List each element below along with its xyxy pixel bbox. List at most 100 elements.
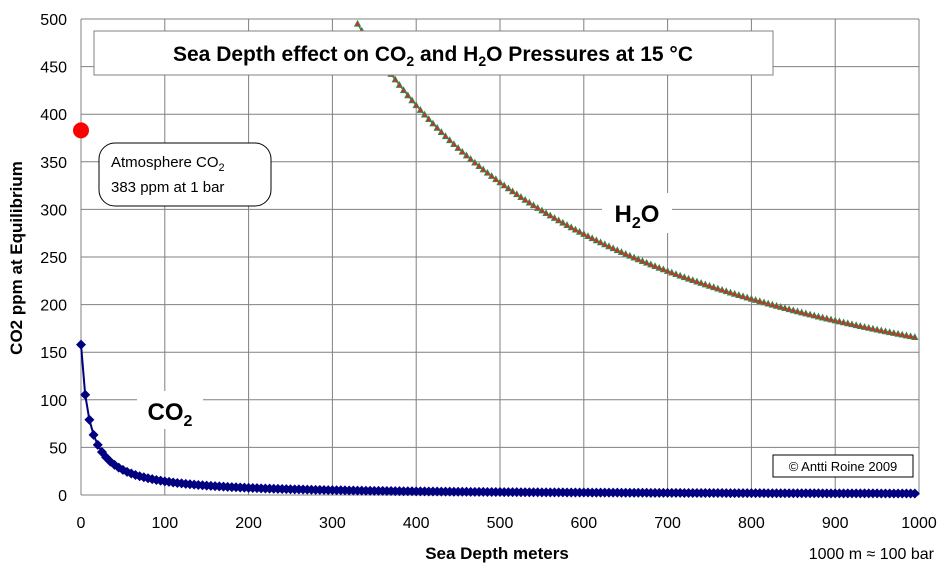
- h2o-data-point: [693, 277, 701, 285]
- h2o-data-point: [835, 317, 844, 325]
- h2o-data-point: [890, 329, 898, 336]
- atmosphere-annotation: Atmosphere CO2 383 ppm at 1 bar: [98, 142, 272, 207]
- h2o-data-point: [567, 223, 575, 231]
- h2o-data-point: [496, 178, 504, 186]
- h2o-data-point: [902, 331, 911, 339]
- y-tick-label: 100: [40, 393, 67, 410]
- h2o-data-point: [525, 198, 533, 206]
- h2o-data-point: [630, 253, 638, 261]
- h2o-data-point: [504, 184, 513, 192]
- h2o-series-points: [353, 19, 919, 340]
- h2o-data-point: [475, 162, 483, 169]
- h2o-data-point: [596, 238, 605, 246]
- h2o-data-point: [743, 293, 751, 301]
- h2o-data-point: [458, 147, 466, 155]
- h2o-data-point: [571, 225, 580, 233]
- h2o-data-point: [550, 214, 559, 221]
- x-tick-label: 100: [151, 515, 178, 532]
- chart-title: Sea Depth effect on CO2 and H2O Pressure…: [173, 43, 693, 69]
- copyright-box: © Antti Roine 2009: [772, 454, 914, 478]
- h2o-data-point: [739, 292, 747, 300]
- y-tick-label: 450: [40, 60, 67, 77]
- h2o-data-point: [777, 303, 785, 310]
- h2o-data-point: [735, 291, 743, 299]
- h2o-data-point: [831, 316, 839, 324]
- co2-data-point: [909, 488, 920, 499]
- h2o-data-point: [651, 262, 659, 270]
- h2o-data-point: [894, 329, 902, 337]
- h2o-data-point: [563, 221, 571, 228]
- atmosphere-co2-point: [73, 122, 89, 139]
- co2-data-point: [76, 339, 86, 350]
- h2o-data-point: [886, 328, 894, 336]
- h2o-data-point: [710, 283, 718, 291]
- h2o-data-point: [823, 314, 831, 322]
- chart-title-box: Sea Depth effect on CO2 and H2O Pressure…: [93, 30, 774, 76]
- h2o-data-point: [408, 96, 416, 104]
- x-tick-label: 400: [403, 515, 430, 532]
- h2o-data-point: [622, 249, 630, 257]
- h2o-data-point: [655, 263, 663, 271]
- h2o-data-point: [718, 285, 726, 293]
- h2o-data-point: [437, 128, 446, 135]
- co2-data-point: [92, 439, 103, 450]
- atmosphere-annotation-line2: 383 ppm at 1 bar: [111, 179, 224, 196]
- h2o-data-point: [701, 280, 709, 288]
- h2o-data-point: [617, 248, 626, 255]
- h2o-data-point: [462, 151, 471, 159]
- h2o-data-point: [852, 321, 860, 329]
- h2o-data-point: [588, 234, 596, 242]
- h2o-data-point: [479, 165, 487, 173]
- h2o-data-point: [668, 268, 676, 276]
- h2o-data-point: [609, 244, 617, 252]
- x-tick-label: 0: [77, 515, 86, 532]
- h2o-data-point: [680, 273, 689, 281]
- h2o-data-point: [764, 299, 772, 307]
- h2o-data-point: [705, 281, 714, 289]
- h2o-data-point: [483, 168, 492, 176]
- h2o-series-label: H2O: [615, 201, 660, 232]
- h2o-data-point: [517, 193, 525, 200]
- h2o-data-point: [647, 260, 655, 268]
- grid: [80, 18, 920, 496]
- h2o-data-point: [785, 305, 793, 313]
- h2o-data-point: [492, 175, 500, 183]
- h2o-data-point: [534, 203, 542, 211]
- x-tick-label: 700: [654, 515, 681, 532]
- h2o-data-point: [659, 265, 668, 273]
- h2o-data-point: [798, 308, 806, 316]
- h2o-data-point: [433, 123, 441, 131]
- h2o-label-box: H2O: [602, 193, 672, 233]
- y-tick-label: 250: [40, 250, 67, 267]
- h2o-data-point: [529, 201, 538, 209]
- x-tick-label: 200: [235, 515, 262, 532]
- h2o-data-point: [513, 190, 521, 198]
- h2o-data-point: [877, 326, 885, 334]
- h2o-data-point: [521, 195, 529, 203]
- co2-data-point: [84, 414, 95, 425]
- y-tick-labels: 0 50 100 150 200 250 300 350 400 450 500: [40, 12, 67, 505]
- h2o-data-point: [760, 298, 768, 306]
- h2o-data-point: [714, 284, 722, 292]
- h2o-data-point: [873, 325, 881, 333]
- h2o-data-point: [450, 140, 458, 148]
- copyright-text: © Antti Roine 2009: [789, 459, 898, 474]
- h2o-data-point: [467, 155, 475, 162]
- h2o-data-point: [642, 258, 651, 266]
- h2o-data-point: [747, 294, 756, 302]
- h2o-data-point: [546, 211, 554, 219]
- h2o-data-point: [353, 19, 362, 27]
- h2o-data-point: [676, 271, 684, 279]
- h2o-data-point: [906, 332, 915, 340]
- h2o-data-point: [827, 315, 835, 323]
- h2o-data-point: [391, 75, 399, 83]
- x-tick-label: 600: [570, 515, 597, 532]
- h2o-data-point: [865, 323, 873, 331]
- h2o-data-point: [559, 218, 567, 226]
- x-tick-label: 800: [738, 515, 765, 532]
- h2o-data-point: [404, 91, 412, 99]
- h2o-data-point: [802, 309, 810, 317]
- co2-data-point: [80, 389, 91, 400]
- h2o-data-point: [806, 310, 814, 318]
- h2o-data-point: [542, 209, 550, 216]
